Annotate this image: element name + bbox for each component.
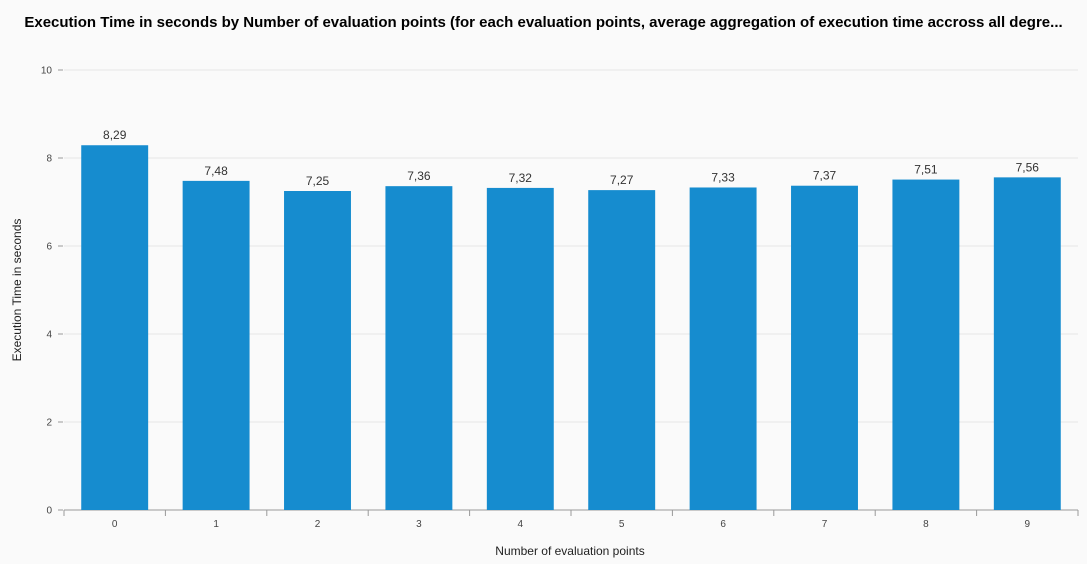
data-labels: 8,29 7,48 7,25 7,36 7,32 7,27 7,33 7,37 7,51 7,56 [103, 128, 1039, 188]
bar[interactable] [182, 180, 250, 510]
bar[interactable] [588, 190, 656, 510]
bar[interactable] [791, 185, 858, 510]
x-axis: 0 1 2 3 4 5 6 7 8 9 [63, 509, 1079, 530]
x-tick-label: 2 [315, 519, 321, 530]
x-tick-label: 0 [112, 519, 118, 530]
y-tick-label: 2 [46, 418, 52, 429]
data-label: 7,33 [711, 170, 735, 184]
data-label: 7,51 [914, 163, 938, 177]
chart-title: Execution Time in seconds by Number of e… [24, 14, 1063, 31]
y-tick-label: 6 [46, 242, 52, 253]
bar[interactable] [284, 191, 351, 510]
bars [81, 145, 1061, 511]
data-label: 7,32 [509, 171, 533, 185]
x-tick-label: 6 [720, 519, 726, 530]
bar[interactable] [993, 177, 1061, 511]
x-tick-label: 1 [213, 519, 219, 530]
x-tick-label: 5 [619, 519, 625, 530]
data-label: 8,29 [103, 128, 127, 142]
data-label: 7,36 [407, 169, 431, 183]
bar[interactable] [892, 179, 960, 510]
bar[interactable] [486, 187, 554, 511]
x-tick-label: 9 [1025, 519, 1031, 530]
data-label: 7,37 [813, 169, 837, 183]
y-tick-label: 4 [46, 330, 52, 341]
y-tick-label: 0 [46, 506, 52, 517]
x-tick-label: 7 [822, 519, 828, 530]
bar[interactable] [81, 145, 149, 511]
x-tick-label: 8 [923, 519, 929, 530]
data-label: 7,56 [1016, 160, 1040, 174]
y-tick-label: 10 [41, 66, 53, 77]
y-axis: 0 2 4 6 8 10 [41, 66, 63, 517]
bar[interactable] [689, 187, 757, 511]
bar[interactable] [385, 186, 453, 510]
data-label: 7,48 [204, 164, 228, 178]
y-tick-label: 8 [46, 154, 52, 165]
y-axis-label: Execution Time in seconds [10, 219, 24, 362]
data-label: 7,25 [306, 174, 330, 188]
x-tick-label: 4 [518, 519, 524, 530]
x-tick-label: 3 [416, 519, 422, 530]
x-axis-label: Number of evaluation points [495, 544, 644, 558]
data-label: 7,27 [610, 173, 634, 187]
